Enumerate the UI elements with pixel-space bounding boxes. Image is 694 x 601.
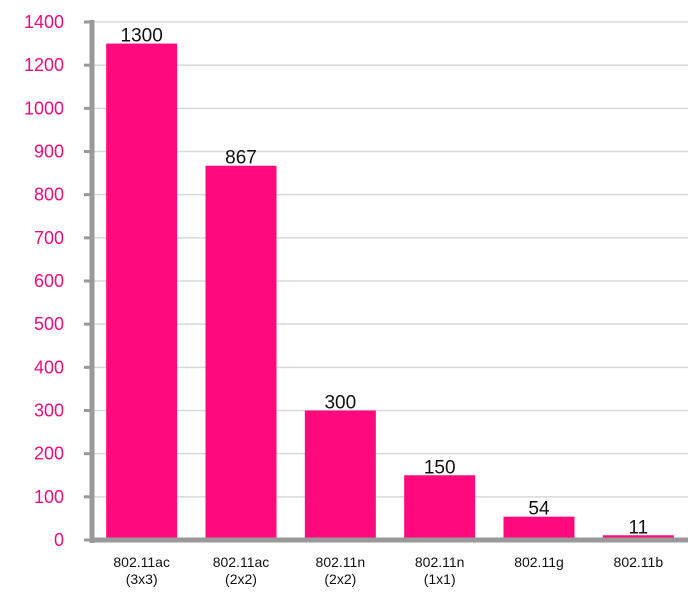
x-tick-label: (2x2) (324, 571, 356, 587)
data-label: 867 (225, 148, 257, 169)
data-labels: 1300 867 300 150 54 11 (121, 26, 649, 539)
y-tick-label: 200 (34, 444, 64, 464)
bars (106, 43, 674, 540)
y-tick-label: 800 (34, 185, 64, 205)
x-tick-label: 802.11n (316, 554, 366, 570)
y-tick-label: 1000 (24, 98, 64, 118)
bar (503, 516, 575, 540)
y-tick-label: 1200 (24, 55, 64, 75)
y-tick-labels: 0 100 200 300 400 500 600 700 800 900 1000 1200 1400 (24, 12, 64, 550)
grid-lines (92, 21, 688, 498)
x-tick-label: (1x1) (424, 571, 456, 587)
bar (106, 43, 178, 540)
y-tick-label: 0 (54, 530, 64, 550)
x-tick-label: 802.11ac (113, 554, 170, 570)
data-label: 11 (628, 517, 648, 538)
y-tick-label: 1400 (24, 12, 64, 32)
y-tick-label: 100 (34, 487, 64, 507)
x-tick-label: 802.11n (415, 554, 465, 570)
y-tick-label: 900 (34, 142, 64, 162)
y-tick-label: 400 (34, 357, 64, 377)
x-tick-label: 802.11b (614, 554, 664, 570)
y-tick-label: 300 (34, 401, 64, 421)
x-tick-labels: 802.11ac(3x3)802.11ac(2x2)802.11n(2x2)80… (113, 554, 663, 587)
bar (304, 410, 376, 540)
data-label: 150 (424, 457, 456, 478)
data-label: 300 (324, 393, 356, 414)
x-tick-label: 802.11g (514, 554, 564, 570)
y-tick-label: 700 (34, 228, 64, 248)
axes (84, 20, 688, 543)
data-label: 54 (528, 499, 550, 520)
bar (404, 475, 476, 540)
y-tick-label: 600 (34, 271, 64, 291)
y-tick-label: 500 (34, 314, 64, 334)
data-label: 1300 (121, 26, 163, 47)
x-tick-label: (3x3) (126, 571, 158, 587)
bar (205, 165, 277, 540)
x-tick-label: 802.11ac (213, 554, 270, 570)
x-tick-label: (2x2) (225, 571, 257, 587)
